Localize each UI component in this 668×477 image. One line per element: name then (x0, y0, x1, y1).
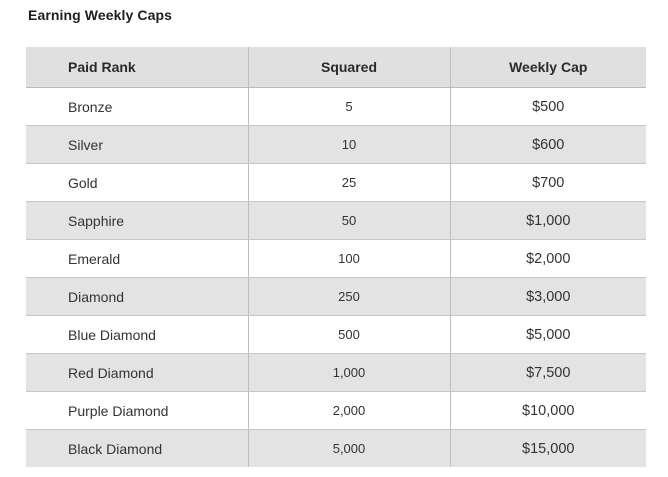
page-title: Earning Weekly Caps (28, 7, 173, 23)
cell-weekly-cap: $3,000 (450, 277, 646, 316)
weekly-caps-table: Paid Rank Squared Weekly Cap Bronze 5 $5… (26, 47, 646, 467)
table-row: Diamond 250 $3,000 (26, 277, 646, 316)
table-row: Blue Diamond 500 $5,000 (26, 315, 646, 354)
cell-paid-rank: Emerald (26, 239, 248, 278)
cell-paid-rank: Sapphire (26, 201, 248, 240)
cell-weekly-cap: $2,000 (450, 239, 646, 278)
cell-squared: 2,000 (247, 391, 451, 430)
table-header-row: Paid Rank Squared Weekly Cap (26, 47, 646, 88)
cell-squared: 100 (247, 239, 451, 278)
table-row: Gold 25 $700 (26, 163, 646, 202)
cell-paid-rank: Red Diamond (26, 353, 248, 392)
cell-paid-rank: Purple Diamond (26, 391, 248, 430)
cell-squared: 1,000 (247, 353, 451, 392)
cell-weekly-cap: $10,000 (450, 391, 646, 430)
cell-weekly-cap: $500 (450, 87, 646, 126)
header-paid-rank: Paid Rank (26, 47, 248, 88)
table-row: Sapphire 50 $1,000 (26, 201, 646, 240)
cell-squared: 250 (247, 277, 451, 316)
table-row: Emerald 100 $2,000 (26, 239, 646, 278)
table-row: Black Diamond 5,000 $15,000 (26, 429, 646, 467)
cell-squared: 500 (247, 315, 451, 354)
cell-paid-rank: Bronze (26, 87, 248, 126)
cell-squared: 5,000 (247, 429, 451, 467)
cell-paid-rank: Gold (26, 163, 248, 202)
table-row: Bronze 5 $500 (26, 87, 646, 126)
cell-squared: 5 (247, 87, 451, 126)
cell-weekly-cap: $5,000 (450, 315, 646, 354)
table-row: Red Diamond 1,000 $7,500 (26, 353, 646, 392)
cell-paid-rank: Blue Diamond (26, 315, 248, 354)
cell-squared: 10 (247, 125, 451, 164)
cell-paid-rank: Silver (26, 125, 248, 164)
cell-squared: 25 (247, 163, 451, 202)
table-row: Purple Diamond 2,000 $10,000 (26, 391, 646, 430)
cell-weekly-cap: $7,500 (450, 353, 646, 392)
cell-paid-rank: Black Diamond (26, 429, 248, 467)
cell-weekly-cap: $1,000 (450, 201, 646, 240)
header-weekly-cap: Weekly Cap (450, 47, 646, 88)
table-row: Silver 10 $600 (26, 125, 646, 164)
cell-squared: 50 (247, 201, 451, 240)
cell-weekly-cap: $15,000 (450, 429, 646, 467)
cell-weekly-cap: $600 (450, 125, 646, 164)
header-squared: Squared (247, 47, 451, 88)
cell-weekly-cap: $700 (450, 163, 646, 202)
cell-paid-rank: Diamond (26, 277, 248, 316)
